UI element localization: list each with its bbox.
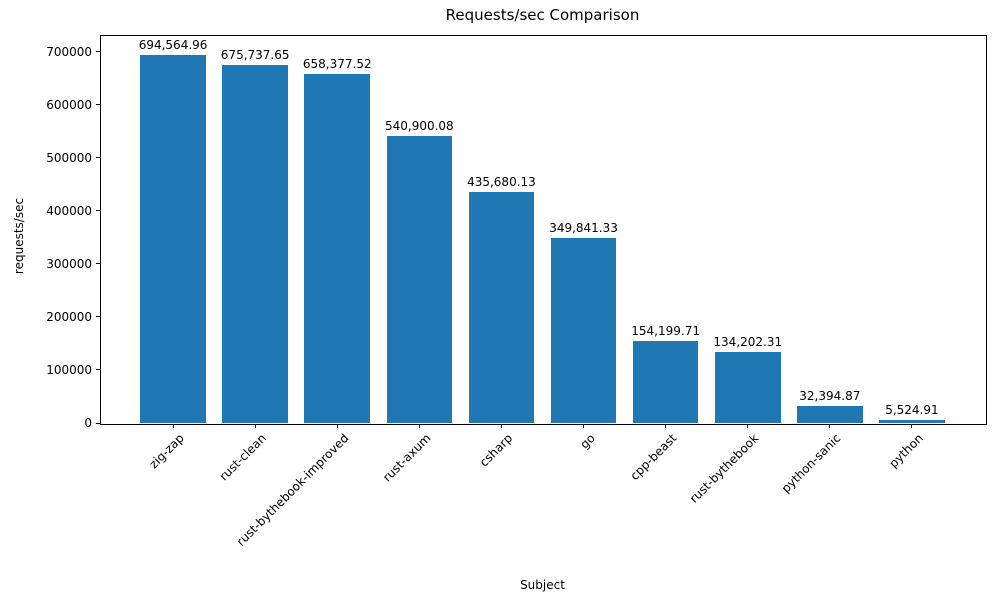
x-tick-mark: [254, 424, 256, 428]
bar: [550, 237, 617, 423]
bar: [468, 192, 535, 423]
y-tick-label: 200000: [46, 309, 92, 324]
y-tick-mark: [96, 422, 100, 424]
x-tick-label: rust-axum: [379, 431, 434, 485]
bar: [222, 64, 288, 423]
y-axis-label: requests/sec: [12, 197, 26, 275]
x-tick-label: cpp-beast: [627, 431, 680, 483]
y-tick-label: 100000: [46, 362, 92, 377]
chart-title: Requests/sec Comparison: [445, 6, 640, 24]
x-tick-label: zig-zap: [146, 431, 187, 472]
bar: [304, 74, 371, 423]
x-tick-mark: [911, 424, 913, 428]
bar-value-label: 349,841.33: [549, 220, 618, 235]
x-tick-label: csharp: [476, 431, 516, 470]
x-tick-mark: [418, 424, 420, 428]
x-tick-label: rust-bythebook: [687, 431, 762, 506]
y-tick-label: 300000: [46, 256, 92, 271]
y-tick-mark: [96, 210, 100, 212]
bar: [796, 405, 863, 423]
x-tick-label: python-sanic: [779, 431, 844, 496]
y-tick-label: 700000: [46, 44, 92, 59]
x-axis-label: Subject: [520, 578, 565, 592]
x-tick-mark: [829, 424, 831, 428]
bar-value-label: 694,564.96: [138, 37, 208, 52]
y-tick-mark: [96, 263, 100, 265]
x-tick-label: go: [576, 431, 598, 452]
x-tick-label: rust-clean: [216, 431, 270, 484]
bar-value-label: 5,524.91: [885, 403, 939, 418]
bar-value-label: 134,202.31: [713, 334, 783, 349]
bar-value-label: 435,680.13: [467, 175, 536, 190]
x-tick-mark: [665, 424, 667, 428]
x-tick-label: python: [886, 431, 926, 471]
y-tick-mark: [96, 157, 100, 159]
bar-value-label: 675,737.65: [220, 47, 290, 62]
bar: [386, 136, 453, 423]
y-tick-mark: [96, 51, 100, 53]
x-tick-mark: [747, 424, 749, 428]
bar: [632, 341, 699, 423]
y-tick-label: 600000: [46, 97, 92, 112]
y-tick-label: 500000: [46, 150, 92, 165]
x-tick-mark: [500, 424, 502, 428]
bar: [714, 351, 781, 423]
y-tick-mark: [96, 316, 100, 318]
bar-value-label: 32,394.87: [799, 388, 861, 403]
bar: [140, 54, 206, 423]
y-tick-mark: [96, 369, 100, 371]
y-tick-label: 400000: [46, 203, 92, 218]
x-tick-mark: [583, 424, 585, 428]
y-tick-mark: [96, 104, 100, 106]
bar-value-label: 658,377.52: [302, 57, 372, 72]
x-tick-mark: [172, 424, 174, 428]
y-tick-label: 0: [84, 416, 92, 430]
bar-value-label: 540,900.08: [384, 119, 454, 134]
x-tick-mark: [336, 424, 338, 428]
bar-value-label: 154,199.71: [631, 324, 700, 339]
plot-area: [100, 35, 987, 425]
bar: [879, 420, 945, 423]
